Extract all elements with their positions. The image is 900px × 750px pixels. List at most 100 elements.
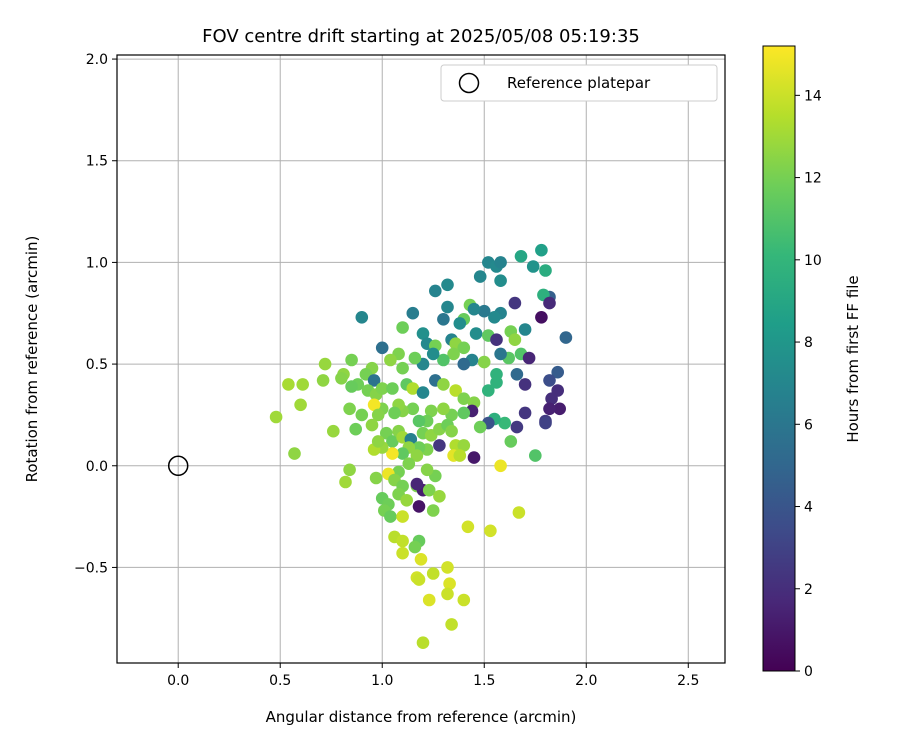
scatter-point — [457, 357, 471, 371]
scatter-point — [514, 249, 528, 263]
scatter-point — [375, 341, 389, 355]
scatter-point — [494, 459, 507, 473]
x-tick-label: 1.0 — [371, 673, 393, 689]
x-tick-label: 0.5 — [269, 673, 291, 689]
scatter-point — [402, 457, 416, 471]
scatter-point — [386, 382, 399, 395]
colorbar-tick-label: 2 — [804, 582, 813, 598]
y-axis-label: Rotation from reference (arcmin) — [23, 236, 41, 483]
y-tick-label: 0.5 — [86, 357, 108, 373]
scatter-point — [406, 382, 420, 395]
scatter-point — [414, 553, 428, 566]
scatter-point — [355, 408, 369, 422]
colorbar-tick-label: 6 — [804, 417, 813, 433]
scatter-point — [457, 392, 471, 406]
scatter-point — [543, 402, 556, 416]
reference-platepar-marker — [167, 455, 189, 477]
scatter-point — [406, 306, 420, 320]
scatter-point — [384, 510, 397, 523]
scatter-point — [345, 353, 358, 367]
scatter-point — [518, 378, 532, 391]
scatter-point — [282, 378, 295, 391]
scatter-point — [288, 447, 301, 460]
scatter-point — [441, 561, 454, 574]
legend-label-reference-platepar: Reference platepar — [507, 74, 651, 92]
scatter-point — [510, 420, 524, 434]
scatter-point — [535, 243, 548, 257]
scatter-point — [445, 424, 458, 438]
scatter-point — [484, 524, 497, 538]
scatter-point — [437, 402, 450, 416]
scatter-point — [400, 494, 414, 507]
y-tick-label: 1.5 — [86, 154, 108, 170]
scatter-point — [441, 300, 454, 314]
y-tick-label: 2.0 — [86, 52, 108, 68]
scatter-point — [349, 422, 363, 436]
x-tick-label: 1.5 — [473, 673, 495, 689]
scatter-point — [396, 546, 409, 560]
x-tick-label: 2.5 — [677, 673, 699, 689]
scatter-point — [488, 311, 501, 324]
y-tick-label: 1.0 — [86, 255, 108, 271]
scatter-point — [443, 577, 456, 590]
colorbar-gradient — [762, 45, 796, 672]
scatter-point — [512, 506, 526, 519]
scatter-point — [294, 398, 307, 412]
scatter-point — [318, 357, 332, 371]
scatter-point — [410, 477, 424, 491]
scatter-point — [327, 424, 340, 438]
scatter-point — [408, 540, 422, 554]
scatter-point — [526, 260, 540, 273]
scatter-point — [477, 304, 491, 318]
scatter-point — [426, 504, 440, 517]
grid — [117, 55, 725, 663]
y-ticks: −0.5 0.0 0.5 1.0 1.5 2.0 — [74, 52, 117, 576]
colorbar-tick-label: 12 — [804, 171, 822, 187]
scatter-point — [449, 384, 463, 397]
colorbar-ticks: 0 2 4 6 8 10 12 14 — [795, 88, 822, 680]
scatter-point — [518, 406, 532, 420]
scatter-point — [437, 353, 450, 367]
legend: Reference platepar — [440, 64, 718, 102]
scatter-point — [445, 618, 458, 631]
colorbar: 0 2 4 6 8 10 12 14 Hours from first FF file — [762, 45, 862, 680]
scatter-point — [543, 374, 556, 387]
scatter-point — [345, 380, 358, 393]
colorbar-tick-label: 10 — [804, 253, 822, 269]
scatter-point — [422, 593, 436, 607]
scatter-point — [365, 418, 379, 432]
scatter-point — [457, 593, 471, 607]
scatter-point — [494, 347, 507, 361]
scatter-point — [412, 500, 426, 513]
scatter-point — [416, 386, 430, 399]
scatter-point — [508, 333, 522, 347]
x-tick-label: 2.0 — [575, 673, 597, 689]
scatter-point — [508, 296, 522, 310]
scatter-point — [343, 402, 356, 416]
scatter-point — [467, 451, 481, 464]
scatter-point — [457, 341, 471, 355]
scatter-point — [490, 368, 503, 381]
scatter-point — [510, 368, 524, 381]
scatter-point — [367, 398, 381, 412]
scatter-point — [408, 351, 422, 365]
scatter-point — [494, 256, 507, 269]
scatter-point — [477, 355, 491, 369]
plot-frame — [116, 54, 726, 664]
scatter-point — [396, 534, 409, 548]
chart-title: FOV centre drift starting at 2025/05/08 … — [202, 26, 640, 47]
scatter-point — [469, 327, 483, 340]
scatter-point — [396, 361, 409, 375]
scatter-point — [539, 264, 552, 277]
colorbar-label: Hours from first FF file — [844, 275, 862, 442]
scatter-point — [553, 402, 566, 416]
scatter-point — [388, 406, 401, 420]
scatter-point — [375, 382, 389, 395]
scatter-point — [457, 406, 471, 420]
scatter-point — [316, 374, 330, 387]
scatter-point — [522, 351, 536, 365]
scatter-point — [335, 372, 348, 385]
scatter-point — [441, 278, 454, 292]
scatter-point — [384, 353, 397, 367]
